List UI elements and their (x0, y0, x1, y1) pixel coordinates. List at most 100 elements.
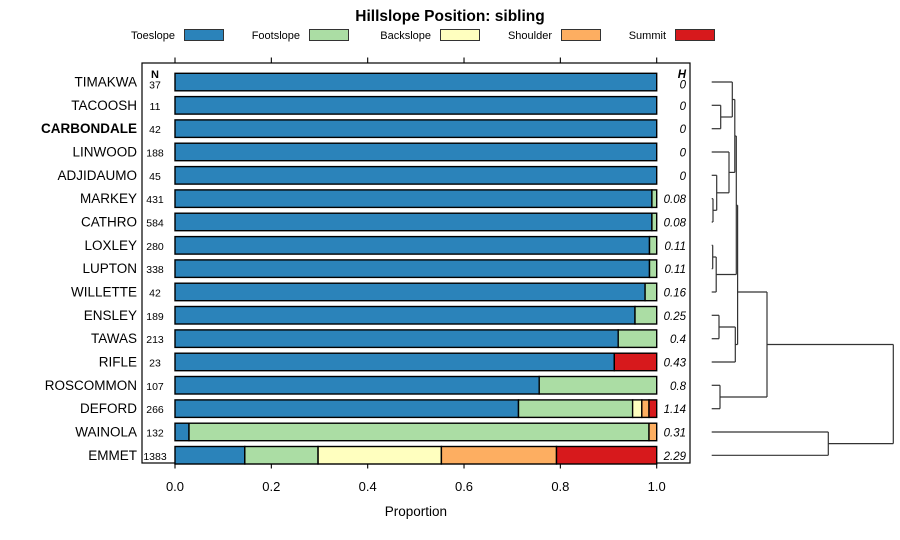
row-h-value: 1.14 (664, 404, 686, 416)
row-h-value: 0 (680, 80, 687, 92)
row-label-lupton: LUPTON (82, 261, 137, 276)
bar-segment-toeslope (174, 282, 646, 302)
bar-segment-footslope (651, 189, 658, 209)
row-label-ensley: ENSLEY (84, 308, 137, 323)
row-label-tawas: TAWAS (91, 331, 137, 346)
legend-label-backslope: Backslope (380, 29, 431, 42)
row-label-emmet: EMMET (88, 448, 137, 463)
row-n-value: 266 (146, 404, 164, 416)
row-n-value: 431 (146, 194, 164, 206)
x-axis-tick-label: 0.0 (166, 479, 184, 494)
bar-segment-footslope (538, 375, 658, 395)
x-axis-tick-label: 0.6 (455, 479, 473, 494)
bar-segment-toeslope (174, 119, 658, 139)
row-h-value: 0.43 (664, 357, 687, 369)
row-label-adjidaumo: ADJIDAUMO (57, 168, 137, 183)
row-h-value: 0.8 (670, 381, 687, 393)
bar-segment-summit (613, 352, 658, 372)
bar-segment-toeslope (174, 305, 636, 325)
bar-segment-toeslope (174, 142, 658, 162)
row-h-value: 0.4 (670, 334, 686, 346)
bar-segment-footslope (244, 445, 319, 465)
bar-segment-toeslope (174, 72, 658, 92)
row-n-value: 338 (146, 264, 164, 276)
row-n-value: 11 (150, 101, 161, 113)
row-label-loxley: LOXLEY (84, 238, 137, 253)
row-label-linwood: LINWOOD (72, 144, 137, 159)
bar-segment-toeslope (174, 445, 246, 465)
row-n-value: 1383 (143, 451, 167, 463)
row-h-value: 0 (680, 171, 687, 183)
legend-swatch-shoulder (561, 29, 601, 41)
h-column-header: H (678, 69, 687, 81)
row-h-value: 0.16 (664, 287, 687, 299)
row-label-roscommon: ROSCOMMON (45, 378, 137, 393)
row-h-value: 0 (680, 147, 687, 159)
x-axis-title: Proportion (385, 504, 447, 519)
bar-segment-footslope (644, 282, 658, 302)
legend-label-footslope: Footslope (251, 29, 300, 42)
row-label-timakwa: TIMAKWA (75, 75, 138, 90)
row-n-value: 132 (146, 427, 164, 439)
bar-segment-footslope (648, 235, 658, 255)
legend-label-summit: Summit (628, 29, 666, 42)
row-h-value: 0.08 (664, 194, 687, 206)
row-label-rifle: RIFLE (99, 354, 137, 369)
bar-segment-shoulder (648, 422, 658, 442)
row-n-value: 45 (149, 171, 161, 183)
x-axis-tick-label: 0.4 (359, 479, 377, 494)
bar-segment-toeslope (174, 189, 653, 209)
legend-swatch-toeslope (184, 29, 224, 41)
bar-segment-toeslope (174, 212, 653, 232)
legend-label-toeslope: Toeslope (130, 29, 175, 42)
row-h-value: 0 (680, 101, 687, 113)
row-label-cathro: CATHRO (81, 214, 137, 229)
row-n-value: 37 (149, 80, 161, 92)
bar-segment-backslope (317, 445, 443, 465)
row-n-value: 42 (149, 287, 161, 299)
bar-segment-toeslope (174, 95, 658, 115)
row-h-value: 0.11 (664, 264, 686, 276)
legend-label-shoulder: Shoulder (507, 29, 552, 42)
row-label-tacoosh: TACOOSH (71, 98, 137, 113)
legend-swatch-footslope (309, 29, 349, 41)
x-axis-tick-label: 0.8 (551, 479, 569, 494)
row-n-value: 280 (146, 241, 164, 253)
bar-segment-toeslope (174, 259, 651, 279)
bar-segment-toeslope (174, 399, 520, 419)
row-n-value: 213 (146, 334, 164, 346)
row-n-value: 42 (149, 124, 161, 136)
row-label-markey: MARKEY (80, 191, 137, 206)
bar-segment-backslope (631, 399, 643, 419)
bar-segment-toeslope (174, 352, 615, 372)
bar-segment-footslope (651, 212, 658, 232)
bar-segment-shoulder (641, 399, 650, 419)
row-h-value: 0.08 (664, 217, 687, 229)
row-n-value: 107 (146, 381, 164, 393)
bar-segment-toeslope (174, 329, 619, 349)
bar-segment-toeslope (174, 422, 190, 442)
legend-swatch-summit (675, 29, 715, 41)
bar-segment-footslope (634, 305, 658, 325)
row-n-value: 189 (146, 311, 164, 323)
row-label-carbondale: CARBONDALE (41, 121, 137, 136)
n-column-header: N (151, 69, 159, 81)
bar-segment-toeslope (174, 375, 540, 395)
row-label-willette: WILLETTE (71, 284, 137, 299)
row-n-value: 188 (146, 147, 164, 159)
x-axis-tick-label: 1.0 (648, 479, 666, 494)
chart-title: Hillslope Position: sibling (355, 8, 545, 25)
row-h-value: 0.11 (664, 241, 686, 253)
bar-segment-summit (648, 399, 658, 419)
bar-segment-footslope (648, 259, 658, 279)
bar-segment-summit (555, 445, 658, 465)
row-n-value: 584 (146, 217, 164, 229)
row-h-value: 0.31 (664, 427, 686, 439)
row-h-value: 0 (680, 124, 687, 136)
x-axis-tick-label: 0.2 (262, 479, 280, 494)
row-h-value: 2.29 (663, 451, 687, 463)
bar-segment-shoulder (440, 445, 558, 465)
row-n-value: 23 (149, 357, 161, 369)
